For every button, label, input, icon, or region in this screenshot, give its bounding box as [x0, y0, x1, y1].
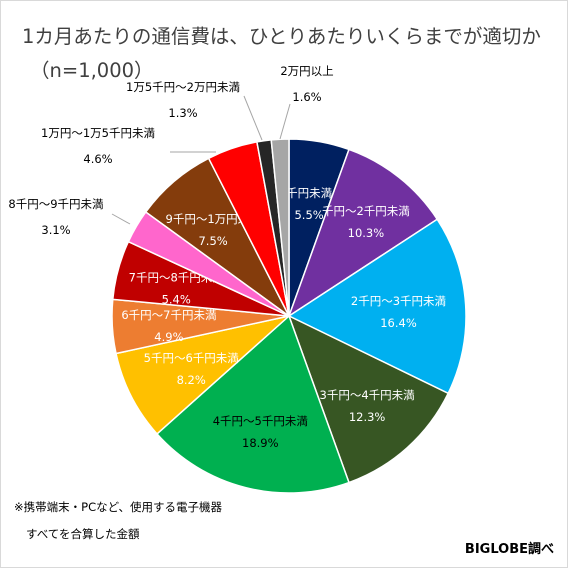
slice-value-label: 18.9%	[242, 436, 279, 450]
slice-category-label: 4千円～5千円未満	[213, 414, 308, 428]
slice-category-label: 千円～2千円未満	[322, 204, 410, 218]
slice-category-label: 1万円～1万5千円未満	[41, 126, 155, 140]
slice-category-label: 1万5千円～2万円未満	[126, 80, 240, 94]
slice-value-label: 12.3%	[349, 410, 386, 424]
slice-value-label: 7.5%	[198, 234, 227, 248]
pie-slice	[287, 314, 450, 484]
chart-title: 1カ月あたりの通信費は、ひとりあたりいくらまでが適切か	[22, 25, 541, 48]
slice-category-label: 9千円～1万円未満	[166, 212, 261, 226]
slice-value-label: 4.6%	[83, 152, 112, 166]
slice-category-label: 千円未満	[286, 186, 332, 200]
slice-category-label: 2万円以上	[280, 64, 333, 78]
source-credit: BIGLOBE調べ	[464, 542, 554, 557]
pie-slice	[115, 314, 292, 435]
slice-category-label: 8千円～9千円未満	[8, 197, 103, 211]
slice-value-label: 16.4%	[380, 316, 417, 330]
slice-value-label: 8.2%	[177, 373, 206, 387]
slice-value-label: 4.9%	[154, 330, 183, 344]
slice-category-label: 5千円～6千円未満	[144, 351, 239, 365]
slice-value-label: 5.4%	[162, 293, 191, 307]
pie-slice	[287, 148, 439, 318]
pie-slice	[270, 138, 290, 317]
slice-value-label: 10.3%	[348, 226, 385, 240]
slice-value-label: 1.3%	[168, 106, 197, 120]
slice-value-label: 5.5%	[294, 208, 323, 222]
leader-line	[111, 213, 131, 225]
pie-slice	[155, 314, 350, 494]
slice-value-label: 3.1%	[41, 223, 70, 237]
footnote-line-1: ※携帯端末・PCなど、使用する電子機器	[14, 500, 223, 514]
footnote-line-2: すべてを合算した金額	[26, 527, 140, 541]
slice-category-label: 2千円～3千円未満	[351, 294, 446, 308]
leader-line	[243, 95, 263, 141]
slice-category-label: 6千円～7千円未満	[121, 308, 216, 322]
slice-category-label: 3千円～4千円未満	[320, 388, 415, 402]
pie-slice	[287, 218, 467, 395]
leader-line	[279, 103, 291, 140]
chart-subtitle: （n=1,000）	[30, 59, 154, 82]
slice-value-label: 1.6%	[292, 90, 321, 104]
